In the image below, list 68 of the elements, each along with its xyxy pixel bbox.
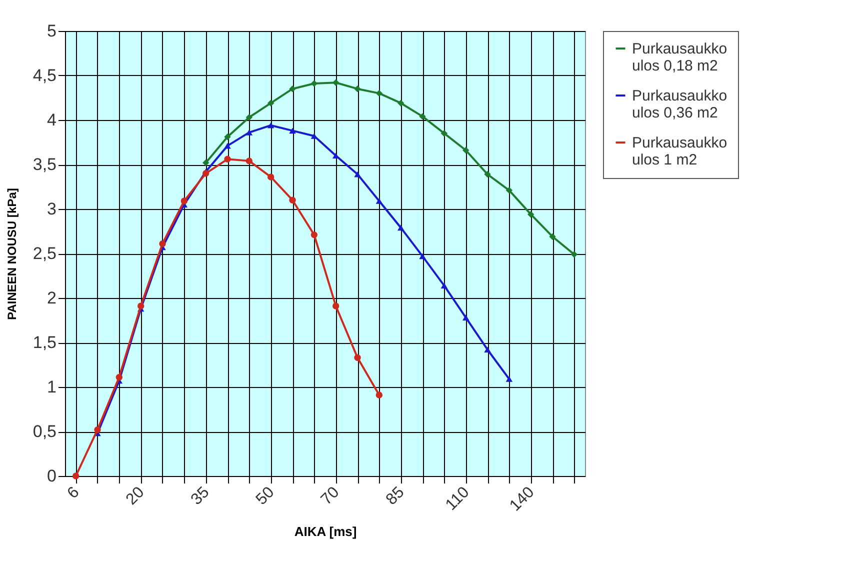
y-tick-label: 1	[47, 378, 56, 396]
point	[376, 198, 383, 204]
point	[246, 114, 253, 121]
y-axis-title: PAINEEN NOUSU [kPa]	[4, 188, 19, 320]
y-tick-label: 0	[47, 466, 56, 486]
legend-label: Purkausaukko ulos 1 m2	[632, 134, 728, 168]
x-tick-label: 50	[253, 484, 278, 508]
y-tick-label: 2,5	[32, 244, 56, 263]
point	[570, 251, 578, 258]
point	[440, 282, 448, 288]
point	[376, 392, 383, 398]
point	[354, 85, 361, 92]
point	[419, 113, 426, 120]
point	[310, 80, 318, 87]
y-tick-label: 5	[47, 22, 56, 40]
point	[549, 233, 556, 240]
point	[246, 130, 253, 136]
y-tick-label: 4	[47, 110, 56, 130]
point	[397, 224, 404, 231]
point	[94, 426, 101, 434]
point	[484, 346, 491, 353]
point	[484, 170, 491, 178]
x-tick-label: 110	[442, 484, 473, 514]
x-tick-label: 85	[383, 484, 408, 508]
point	[137, 302, 144, 310]
legend-label: Purkausaukko ulos 0,36 m2	[632, 88, 728, 122]
point	[462, 146, 470, 154]
point	[289, 85, 296, 92]
point	[397, 100, 404, 106]
point	[462, 314, 470, 320]
point	[354, 354, 361, 361]
y-tick-label: 0,5	[32, 422, 56, 441]
y-tick-label: 3	[47, 200, 56, 218]
point	[267, 122, 274, 128]
x-tick-label: 20	[123, 484, 148, 508]
point	[354, 171, 361, 178]
legend-label: Purkausaukko ulos 0,18 m2	[632, 40, 728, 74]
point	[440, 130, 448, 137]
point	[72, 472, 80, 480]
point	[506, 186, 513, 194]
point	[224, 142, 231, 149]
x-tick-label: 140	[506, 484, 538, 515]
x-tick-label: 70	[318, 484, 343, 508]
point	[159, 240, 166, 248]
y-tick-label: 2	[47, 288, 56, 308]
point	[224, 134, 231, 140]
x-axis-title: AIKA [ms]	[294, 524, 357, 540]
y-tick-label: 1,5	[32, 333, 56, 352]
point	[224, 156, 231, 163]
point	[267, 100, 274, 106]
point	[376, 90, 383, 97]
point	[289, 196, 296, 204]
y-tick-label: 3,5	[32, 155, 56, 174]
point	[332, 79, 340, 86]
point	[180, 198, 188, 204]
x-tick-label: 6	[64, 484, 83, 502]
point	[332, 302, 340, 310]
point	[506, 376, 513, 382]
x-tick-label: 35	[188, 484, 213, 508]
point	[246, 158, 253, 164]
point	[310, 231, 318, 238]
point	[202, 159, 210, 166]
point	[116, 374, 123, 381]
point	[289, 128, 296, 134]
y-tick-label: 4,5	[32, 66, 56, 85]
point	[419, 253, 426, 260]
point	[527, 210, 534, 218]
point	[267, 174, 274, 180]
